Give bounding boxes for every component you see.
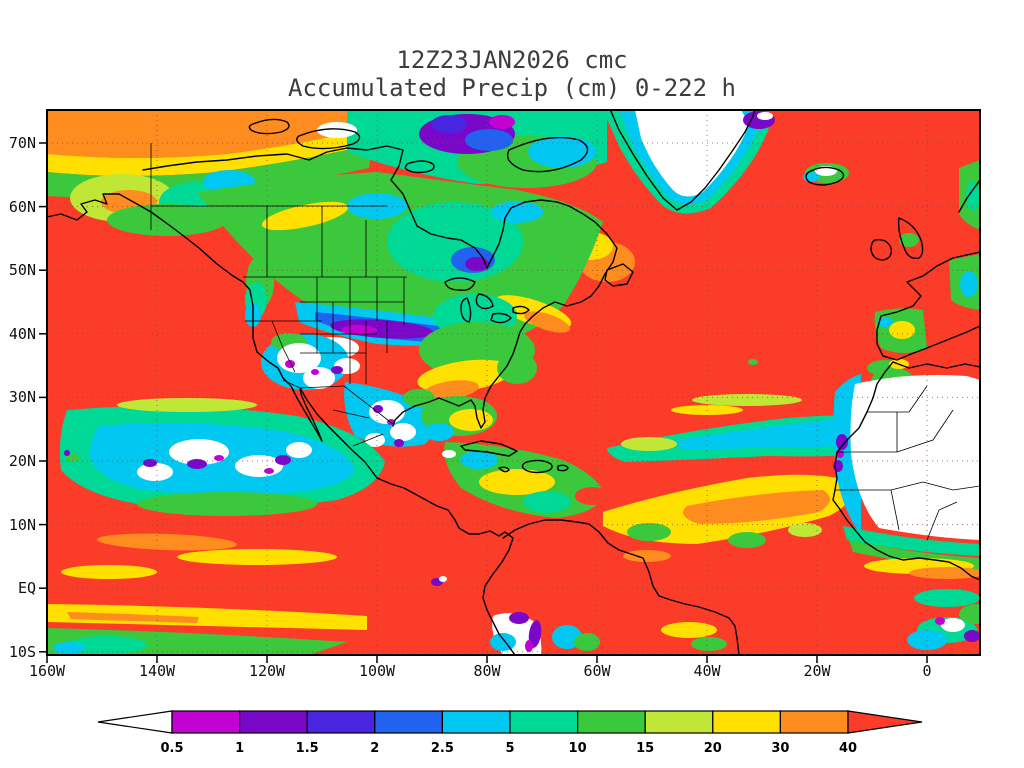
coastlines [47, 110, 980, 655]
gridlines [47, 110, 980, 655]
y-tick-40n: 40N [8, 325, 36, 343]
y-tick-10n: 10N [8, 516, 36, 534]
y-tick-10s: 10S [8, 643, 36, 661]
colorbar-label: 1 [235, 741, 244, 756]
x-tick-120w: 120W [248, 662, 286, 680]
colorbar-label: 10 [569, 741, 587, 756]
y-tick-50n: 50N [8, 261, 36, 279]
chart-title-variable: Accumulated Precip (cm) 0-222 h [288, 74, 736, 102]
country-borders [835, 385, 980, 541]
x-tick-0: 0 [922, 662, 932, 680]
y-tick-30n: 30N [8, 388, 36, 406]
state-borders [150, 143, 407, 447]
chart-title-run: 12Z23JAN2026 cmc [396, 46, 628, 74]
axis-ticks [39, 142, 928, 663]
colorbar-cell [239, 710, 308, 734]
colorbar-cell [509, 710, 579, 734]
colorbar-label: 1.5 [296, 741, 319, 756]
colorbar-cell [644, 710, 714, 734]
colorbar-cell [374, 710, 443, 734]
x-tick-160w: 160W [28, 662, 66, 680]
colorbar-label: 2 [370, 741, 379, 756]
precip-map [39, 109, 981, 663]
y-tick-60n: 60N [8, 198, 36, 216]
colorbar-cell [712, 710, 781, 734]
x-tick-60w: 60W [583, 662, 611, 680]
x-tick-20w: 20W [803, 662, 831, 680]
colorbar-label: 30 [771, 741, 789, 756]
colorbar-above-max-arrow [847, 710, 923, 734]
colorbar-cell [577, 710, 646, 734]
x-tick-140w: 140W [138, 662, 176, 680]
colorbar: 0.5 1 1.5 2 2.5 5 10 15 20 30 40 [97, 710, 923, 756]
colorbar-cell [171, 710, 241, 734]
colorbar-label: 40 [839, 741, 857, 756]
x-tick-80w: 80W [473, 662, 501, 680]
colorbar-label: 2.5 [431, 741, 454, 756]
colorbar-cell [306, 710, 376, 734]
map-frame [46, 109, 981, 656]
colorbar-label: 0.5 [160, 741, 183, 756]
x-tick-40w: 40W [693, 662, 721, 680]
colorbar-label: 15 [636, 741, 654, 756]
y-tick-eq: EQ [17, 579, 36, 597]
colorbar-cell [779, 710, 849, 734]
y-tick-20n: 20N [8, 452, 36, 470]
colorbar-label: 5 [505, 741, 514, 756]
precip-field [47, 110, 980, 655]
y-tick-70n: 70N [8, 134, 36, 152]
colorbar-label: 20 [704, 741, 722, 756]
x-tick-100w: 100W [358, 662, 396, 680]
colorbar-cell [441, 710, 511, 734]
colorbar-below-min-arrow [97, 710, 173, 734]
